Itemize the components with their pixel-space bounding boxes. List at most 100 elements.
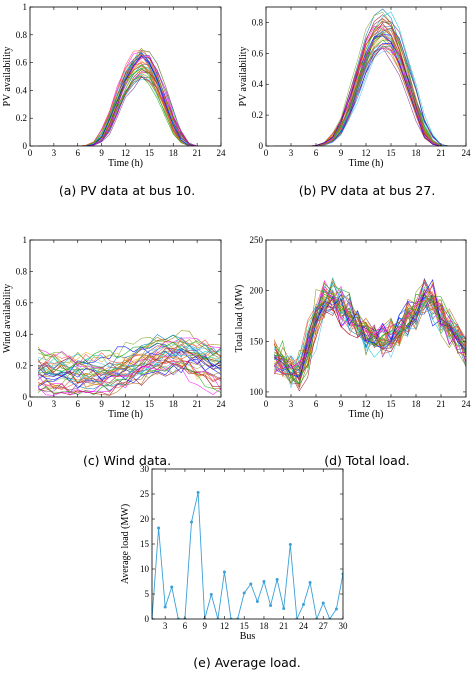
chart-avgload: 3 6 9 12 15 18 21 24 27 30 0 5 10 15 20 25 30 Bus Average …: [120, 464, 348, 670]
series-line: [38, 52, 221, 146]
series-line: [37, 341, 221, 374]
x-tick-label: 15: [387, 399, 397, 409]
series-line: [38, 71, 221, 146]
series-line: [274, 45, 466, 146]
x-tick-label: 0: [28, 148, 33, 158]
series-line: [37, 359, 221, 396]
y-tick-label: 15: [140, 539, 150, 549]
x-tick-label: 3: [52, 148, 57, 158]
series-line: [274, 27, 466, 146]
series-line: [274, 292, 466, 376]
series-line: [274, 278, 466, 380]
y-axis-label: PV availability: [238, 46, 249, 106]
x-tick-label: 18: [259, 621, 269, 631]
y-tick-label: 0.8: [16, 266, 28, 276]
x-tick-label: 21: [437, 148, 446, 158]
chart-wind: 0 3 6 9 12 15 18 21 24 0 0.2 0.4 0.6 0.8 1 Time (h) Wind…: [2, 235, 226, 468]
series-line: [37, 338, 221, 378]
series-line: [274, 280, 466, 378]
x-tick-label: 18: [169, 148, 179, 158]
y-axis-label: Total load (MW): [234, 285, 245, 353]
x-tick-label: 3: [52, 399, 57, 409]
chart-pv27: 0 3 6 9 12 15 18 21 24 0 0.2 0.4 0.6 0.8 Time (h) PV av…: [238, 6, 471, 198]
y-tick-label: 150: [250, 336, 264, 346]
chart-caption: (a) PV data at bus 10.: [59, 183, 195, 198]
x-tick-label: 9: [99, 148, 104, 158]
x-axis-label: Time (h): [349, 409, 384, 420]
series-line: [37, 339, 221, 372]
y-tick-label: 0.6: [16, 58, 28, 68]
x-tick-label: 21: [279, 621, 288, 631]
series-line: [274, 8, 466, 146]
x-tick-label: 27: [319, 621, 329, 631]
x-tick-label: 24: [462, 399, 472, 409]
y-tick-label: 0.6: [16, 298, 28, 308]
y-tick-label: 0.8: [252, 17, 264, 27]
y-tick-label: 100: [250, 387, 264, 397]
series-line: [274, 299, 466, 375]
series-line: [37, 361, 221, 391]
series-line: [152, 492, 343, 619]
chart-pv10: 0 3 6 9 12 15 18 21 24 0 0.2 0.4 0.6 0.8 1 Time (h) PV a…: [2, 2, 226, 198]
plot-area: [37, 330, 221, 396]
series-line: [38, 50, 221, 146]
series-line: [274, 281, 466, 385]
series-line: [37, 358, 221, 388]
x-tick-label: 3: [289, 399, 294, 409]
x-tick-label: 9: [339, 148, 344, 158]
x-tick-label: 21: [193, 148, 202, 158]
series-line: [37, 363, 221, 396]
y-tick-label: 1: [23, 235, 28, 245]
series-line: [38, 67, 221, 146]
x-tick-label: 6: [76, 148, 81, 158]
chart-caption: (d) Total load.: [324, 453, 410, 468]
x-tick-label: 9: [339, 399, 344, 409]
x-tick-label: 6: [76, 399, 81, 409]
y-tick-label: 25: [140, 489, 150, 499]
series-line: [274, 45, 466, 146]
series-line: [274, 285, 466, 369]
y-axis-label: Average load (MW): [120, 504, 131, 584]
series-line: [274, 279, 466, 378]
x-tick-label: 21: [193, 399, 202, 409]
series-line: [37, 347, 221, 374]
x-tick-label: 6: [314, 148, 319, 158]
series-line: [274, 39, 466, 146]
series-line: [38, 71, 221, 146]
x-tick-label: 15: [387, 148, 397, 158]
series-line: [274, 20, 466, 146]
data-point: [288, 543, 292, 546]
data-point: [157, 526, 161, 530]
data-point: [275, 578, 279, 581]
series-line: [38, 47, 221, 146]
series-line: [38, 64, 221, 146]
data-point: [249, 582, 253, 586]
data-point: [334, 607, 338, 611]
y-tick-label: 0.4: [16, 85, 28, 95]
series-line: [274, 276, 466, 376]
series-line: [37, 348, 221, 372]
x-tick-label: 18: [169, 399, 179, 409]
series-line: [274, 28, 466, 146]
series-line: [274, 30, 466, 146]
x-tick-label: 18: [412, 148, 422, 158]
series-line: [274, 25, 466, 146]
y-tick-label: 0.4: [252, 79, 264, 89]
x-tick-label: 24: [217, 399, 227, 409]
series-line: [37, 351, 221, 374]
x-tick-label: 0: [264, 399, 269, 409]
plot-area: [38, 47, 221, 146]
x-tick-label: 12: [220, 621, 229, 631]
data-point: [282, 607, 286, 610]
y-tick-label: 200: [250, 286, 264, 296]
plot-area: [274, 276, 466, 392]
x-tick-label: 15: [145, 148, 155, 158]
y-tick-label: 0.8: [16, 30, 28, 40]
x-tick-label: 3: [289, 148, 294, 158]
x-tick-label: 9: [202, 621, 207, 631]
series-line: [274, 293, 466, 384]
series-line: [38, 51, 221, 146]
data-point: [196, 491, 200, 494]
y-tick-label: 0.2: [16, 113, 27, 123]
y-tick-label: 5: [145, 589, 150, 599]
